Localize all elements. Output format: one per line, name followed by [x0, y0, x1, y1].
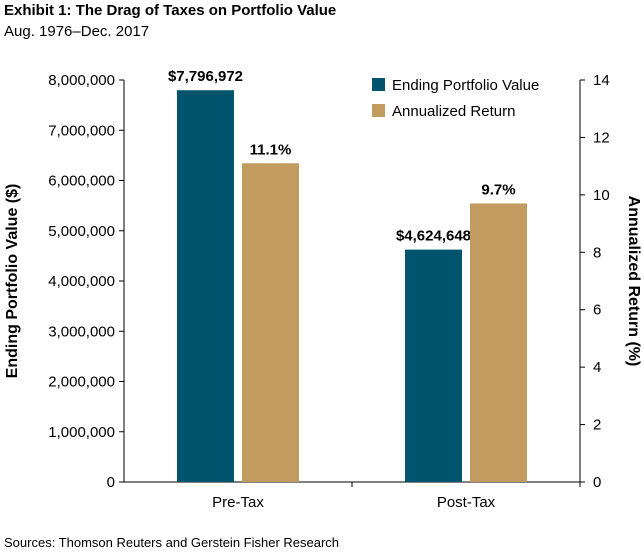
- bar-annualized-return: [470, 203, 527, 482]
- right-tick-label: 4: [593, 359, 601, 376]
- right-tick-label: 8: [593, 244, 601, 261]
- left-tick-label: 5,000,000: [48, 223, 115, 240]
- x-tick-label: Post-Tax: [437, 494, 496, 511]
- data-label: $7,796,972: [168, 68, 243, 85]
- right-tick-label: 10: [593, 187, 610, 204]
- left-tick-label: 8,000,000: [48, 72, 115, 89]
- data-label: 9.7%: [481, 181, 515, 198]
- data-label: $4,624,648: [396, 228, 471, 245]
- right-tick-label: 14: [593, 72, 610, 89]
- legend-swatch: [372, 104, 385, 117]
- left-axis-title: Ending Portfolio Value ($): [4, 184, 21, 379]
- right-tick-label: 12: [593, 129, 610, 146]
- bar-annualized-return: [242, 163, 299, 482]
- left-tick-label: 6,000,000: [48, 173, 115, 190]
- legend-swatch: [372, 78, 385, 91]
- legend-label: Annualized Return: [392, 103, 515, 120]
- left-tick-label: 2,000,000: [48, 374, 115, 391]
- left-tick-label: 7,000,000: [48, 122, 115, 139]
- source-note: Sources: Thomson Reuters and Gerstein Fi…: [4, 535, 340, 550]
- chart-title: Exhibit 1: The Drag of Taxes on Portfoli…: [4, 2, 337, 19]
- data-label: 11.1%: [250, 141, 292, 158]
- bar-portfolio-value: [177, 90, 234, 483]
- chart-subtitle: Aug. 1976–Dec. 2017: [4, 23, 150, 40]
- right-tick-label: 6: [593, 302, 601, 319]
- right-axis-title: Annualized Return (%): [625, 196, 642, 367]
- right-tick-label: 0: [593, 474, 601, 491]
- left-tick-label: 1,000,000: [48, 424, 115, 441]
- bar-portfolio-value: [405, 249, 462, 482]
- left-tick-label: 3,000,000: [48, 323, 115, 340]
- legend-label: Ending Portfolio Value: [392, 77, 539, 94]
- right-tick-label: 2: [593, 417, 601, 434]
- x-tick-label: Pre-Tax: [212, 494, 264, 511]
- left-tick-label: 0: [107, 474, 115, 491]
- left-tick-label: 4,000,000: [48, 273, 115, 290]
